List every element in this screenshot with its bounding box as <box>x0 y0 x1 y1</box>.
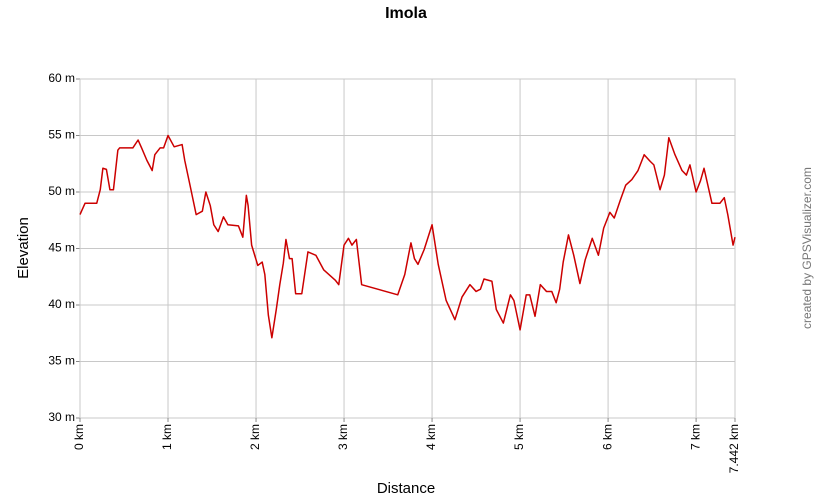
y-tick-label: 45 m <box>48 241 75 255</box>
x-axis-label: Distance <box>377 480 435 497</box>
x-tick-label: 4 km <box>424 424 438 450</box>
y-tick-label: 50 m <box>48 184 75 198</box>
credit: created by GPSVisualizer.com <box>800 167 814 329</box>
x-tick-label: 0 km <box>72 424 86 450</box>
x-tick-label: 7.442 km <box>727 424 741 473</box>
y-tick-label: 30 m <box>48 410 75 424</box>
chart-title: Imola <box>385 5 427 22</box>
x-tick-label: 6 km <box>600 424 614 450</box>
y-axis-label: Elevation <box>15 217 32 279</box>
y-tick-label: 55 m <box>48 128 75 142</box>
y-tick-label: 60 m <box>48 71 75 85</box>
x-tick-label: 1 km <box>160 424 174 450</box>
x-tick-label: 3 km <box>336 424 350 450</box>
y-tick-label: 40 m <box>48 297 75 311</box>
elevation-line <box>79 134 736 339</box>
y-tick-label: 35 m <box>48 354 75 368</box>
x-tick-label: 7 km <box>688 424 702 450</box>
x-tick-label: 2 km <box>248 424 262 450</box>
x-tick-label: 5 km <box>512 424 526 450</box>
